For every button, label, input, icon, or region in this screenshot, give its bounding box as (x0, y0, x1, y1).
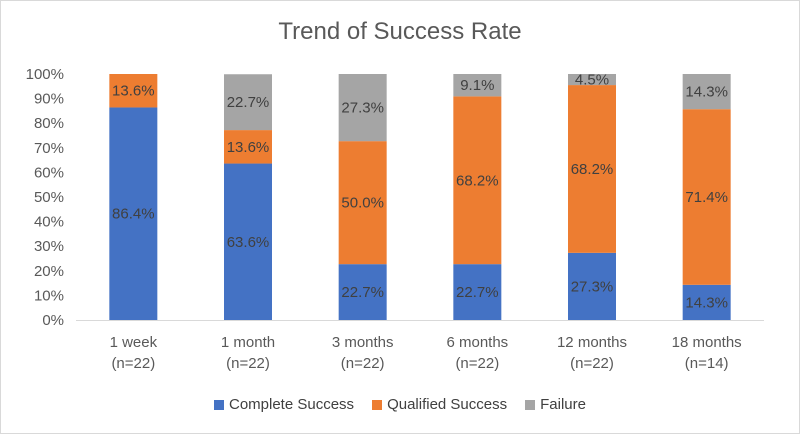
bar-segment (568, 85, 616, 253)
bar-segment (453, 264, 502, 320)
data-label: 63.6% (227, 234, 270, 251)
y-tick-label: 70% (34, 140, 64, 157)
x-tick-label: (n=22) (226, 355, 270, 372)
x-tick-label: 3 months (332, 334, 394, 351)
chart-title: Trend of Success Rate (278, 18, 522, 45)
data-label: 13.6% (112, 83, 155, 100)
x-tick-label: (n=22) (341, 355, 385, 372)
y-tick-label: 100% (26, 66, 64, 83)
x-tick-label: 18 months (672, 334, 742, 351)
data-label: 4.5% (575, 72, 609, 89)
bar-segment (568, 74, 616, 86)
legend-swatch-qualified-success (372, 399, 383, 410)
data-label: 71.4% (685, 189, 728, 206)
bar-segment (453, 74, 502, 97)
data-label: 27.3% (571, 278, 614, 295)
data-label: 68.2% (571, 161, 614, 178)
x-tick-label: 1 week (110, 334, 158, 351)
legend-label-failure: Failure (540, 396, 586, 413)
x-tick-label: 6 months (446, 334, 508, 351)
data-label: 50.0% (341, 195, 384, 212)
bar-segment (338, 141, 387, 265)
data-label: 9.1% (460, 77, 494, 94)
bar-segment (224, 74, 272, 131)
bar-segment (338, 74, 387, 142)
legend-label-qualified-success: Qualified Success (387, 396, 508, 413)
data-label: 14.3% (685, 84, 728, 101)
y-tick-label: 60% (34, 164, 64, 181)
x-tick-label: (n=22) (111, 355, 155, 372)
legend-item-failure: Failure (525, 396, 586, 413)
x-tick-label: (n=22) (455, 355, 499, 372)
y-tick-label: 90% (34, 91, 64, 108)
bar-segment (109, 74, 158, 108)
bar-segment (682, 284, 731, 320)
x-tick-label: 12 months (557, 334, 627, 351)
bar-segment (224, 163, 272, 320)
y-tick-label: 50% (34, 189, 64, 206)
legend-swatch-failure (525, 399, 536, 410)
y-tick-label: 0% (42, 312, 64, 329)
y-tick-label: 30% (34, 238, 64, 255)
legend-swatch-complete-success (214, 399, 224, 410)
y-tick-label: 40% (34, 214, 64, 231)
data-label: 68.2% (456, 172, 499, 189)
bar-segment (682, 109, 731, 285)
bar-segment (568, 252, 616, 320)
y-tick-label: 80% (34, 115, 64, 132)
x-tick-label: 1 month (221, 334, 275, 351)
x-tick-label: (n=22) (570, 355, 614, 372)
data-label: 86.4% (112, 206, 155, 223)
data-label: 22.7% (341, 284, 384, 301)
data-label: 27.3% (341, 100, 384, 117)
legend-label-complete-success: Complete Success (229, 396, 355, 413)
x-tick-label: (n=14) (685, 355, 729, 372)
bar-segment (109, 107, 158, 321)
legend-item-qualified-success: Qualified Success (372, 396, 507, 413)
bar-segment (338, 264, 387, 320)
bar-segment (453, 96, 502, 265)
legend: Complete Success Qualified Success Failu… (0, 396, 800, 413)
data-label: 14.3% (685, 294, 728, 311)
y-tick-label: 20% (34, 263, 64, 280)
data-label: 22.7% (227, 94, 270, 111)
legend-item-complete-success: Complete Success (214, 396, 354, 413)
data-label: 22.7% (456, 284, 499, 301)
y-tick-label: 10% (34, 287, 64, 304)
bar-segment (224, 130, 272, 164)
data-label: 13.6% (227, 139, 270, 156)
bar-segment (682, 74, 731, 110)
